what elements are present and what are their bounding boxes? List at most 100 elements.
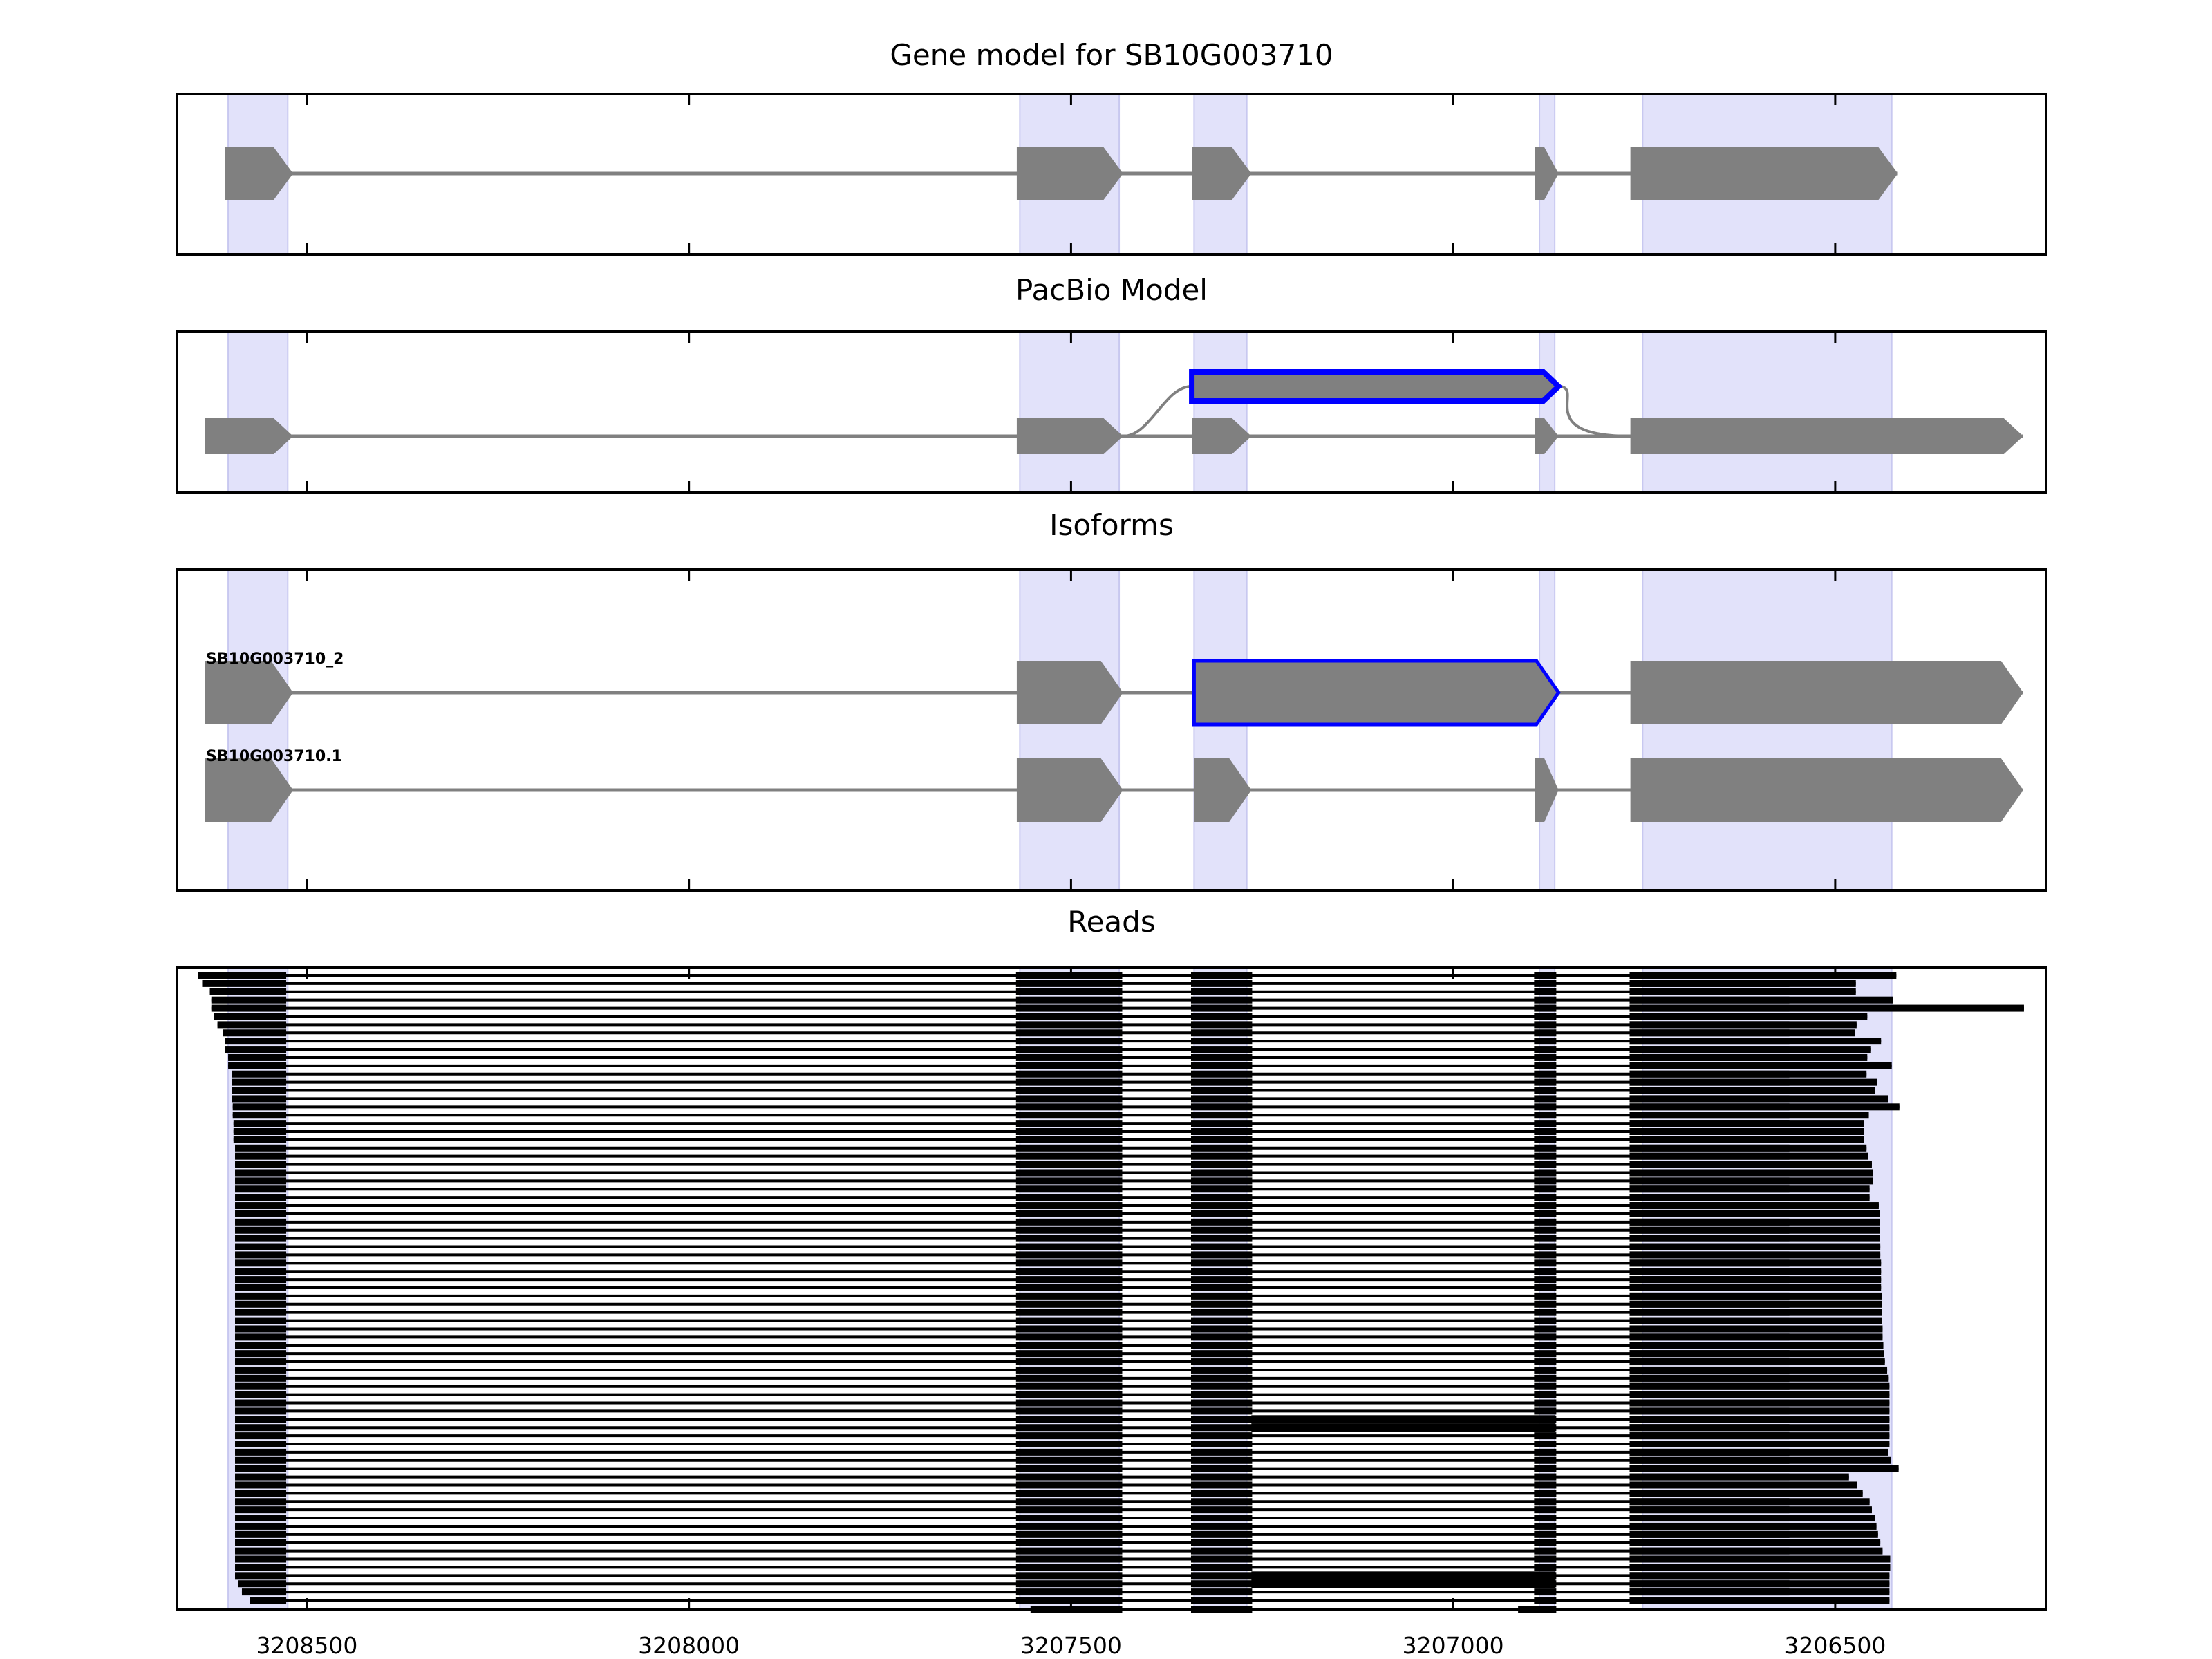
read-exon	[235, 1465, 287, 1472]
read-exon	[1190, 1465, 1253, 1472]
read-exon	[1629, 1555, 1891, 1563]
read-exon	[1015, 1382, 1123, 1390]
read-exon	[232, 1103, 287, 1111]
panel-frame	[176, 330, 2047, 494]
read-exon	[1534, 1177, 1557, 1185]
read-exon	[1190, 1136, 1253, 1143]
read-exon	[1190, 1235, 1253, 1242]
read-exon	[235, 1317, 287, 1324]
read-exon	[1629, 1424, 1890, 1432]
read-exon	[1629, 1391, 1890, 1398]
read-exon	[1190, 1194, 1253, 1201]
read-exon	[235, 1144, 287, 1152]
read-exon	[1015, 1235, 1123, 1242]
read-exon	[1534, 1350, 1557, 1358]
read-exon	[1015, 1128, 1123, 1135]
read-exon	[1190, 1038, 1253, 1045]
read-exon	[235, 1185, 287, 1193]
read-exon	[235, 1350, 287, 1358]
read-exon	[1015, 1564, 1123, 1571]
read-exon	[235, 1292, 287, 1300]
read-exon	[1190, 1481, 1253, 1489]
read-exon	[1534, 1448, 1557, 1456]
read-exon	[1190, 1120, 1253, 1127]
read-exon	[1190, 1251, 1253, 1259]
read-exon	[235, 1243, 287, 1250]
read-exon	[1015, 1087, 1123, 1094]
read-exon	[235, 1325, 287, 1333]
read-exon	[235, 1498, 287, 1506]
read-exon	[1015, 1333, 1123, 1341]
read-exon	[1190, 1564, 1253, 1571]
read-exon	[217, 1021, 287, 1029]
read-exon	[1629, 1268, 1882, 1275]
read-exon	[235, 1276, 287, 1284]
read-exon	[1015, 1580, 1123, 1588]
read-exon	[1190, 1515, 1253, 1522]
read-exon	[1015, 1136, 1123, 1143]
read-exon	[1190, 1053, 1253, 1061]
read-exon	[1534, 1103, 1557, 1111]
exon	[205, 661, 294, 724]
read-exon	[1190, 1152, 1253, 1160]
read-exon	[1534, 1185, 1557, 1193]
read-exon	[235, 1300, 287, 1308]
read-exon	[1015, 1441, 1123, 1447]
read-exon	[1190, 1078, 1253, 1086]
read-exon	[1190, 1284, 1253, 1291]
read-exon	[235, 1391, 287, 1398]
read-exon	[233, 1128, 287, 1135]
alternative-exon	[1189, 369, 1563, 404]
read-exon	[1015, 1004, 1123, 1012]
read-exon	[1190, 1202, 1253, 1210]
read-exon	[1534, 1152, 1557, 1160]
read-exon	[235, 1333, 287, 1341]
read-exon	[1629, 1432, 1890, 1440]
read-exon	[1629, 988, 1856, 995]
read-exon	[1534, 1473, 1557, 1481]
read-exon	[1190, 1062, 1253, 1069]
read-exon	[1534, 1202, 1557, 1210]
exon	[1192, 418, 1252, 454]
read-exon	[235, 1177, 287, 1185]
read-exon	[1015, 1103, 1123, 1111]
read-exon	[1629, 1530, 1878, 1538]
read-exon	[1190, 1597, 1253, 1604]
read-exon	[1629, 1564, 1891, 1571]
read-exon	[228, 1053, 287, 1061]
read-exon	[235, 1251, 287, 1259]
read-exon	[1015, 1251, 1123, 1259]
read-exon	[1629, 1547, 1883, 1555]
read-exon	[235, 1448, 287, 1456]
read-exon	[1534, 1530, 1557, 1538]
read-exon	[1015, 1399, 1123, 1407]
read-exon	[1190, 1539, 1253, 1546]
gene-model-panel	[176, 93, 2047, 256]
read-exon	[1629, 1029, 1855, 1037]
read-exon	[1534, 1053, 1557, 1061]
read-exon	[1190, 1490, 1253, 1497]
highlight-region	[1193, 331, 1248, 493]
read-exon	[235, 1161, 287, 1168]
read-exon	[1190, 1095, 1253, 1103]
read-exon	[1015, 1169, 1123, 1177]
read-exon	[1190, 1530, 1253, 1538]
read-exon	[235, 1547, 287, 1555]
highlight-region	[1539, 569, 1556, 891]
read-exon	[1190, 980, 1253, 987]
read-exon	[1190, 1333, 1253, 1341]
read-exon	[1629, 1416, 1890, 1423]
read-exon	[1629, 1407, 1890, 1415]
read-exon	[1629, 1103, 1900, 1111]
read-exon	[223, 1029, 287, 1037]
read-exon	[1015, 1498, 1123, 1506]
read-exon	[235, 1235, 287, 1242]
read-exon	[235, 1309, 287, 1316]
x-tick-label: 3207500	[1020, 1632, 1122, 1659]
read-exon	[1534, 1029, 1557, 1037]
read-exon	[225, 1046, 287, 1053]
read-exon	[1190, 1441, 1253, 1447]
read-exon	[1629, 1342, 1884, 1349]
read-exon	[1534, 1144, 1557, 1152]
read-exon	[235, 1358, 287, 1366]
